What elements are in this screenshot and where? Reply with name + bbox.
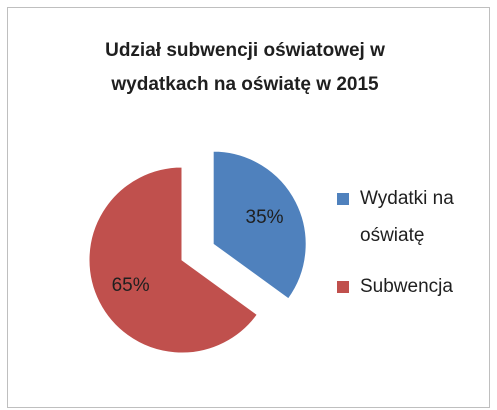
data-label: 65%	[112, 275, 150, 296]
legend-label: Subwencja	[360, 276, 453, 297]
data-label: 35%	[246, 207, 284, 228]
chart-title: Udział subwencji oświatowej w wydatkach …	[105, 40, 385, 95]
legend-swatch	[337, 281, 349, 293]
legend-label: Wydatki na oświatę	[360, 188, 454, 246]
pie-slice	[88, 166, 258, 354]
pie-slice	[212, 150, 307, 300]
legend-swatch	[337, 193, 349, 205]
